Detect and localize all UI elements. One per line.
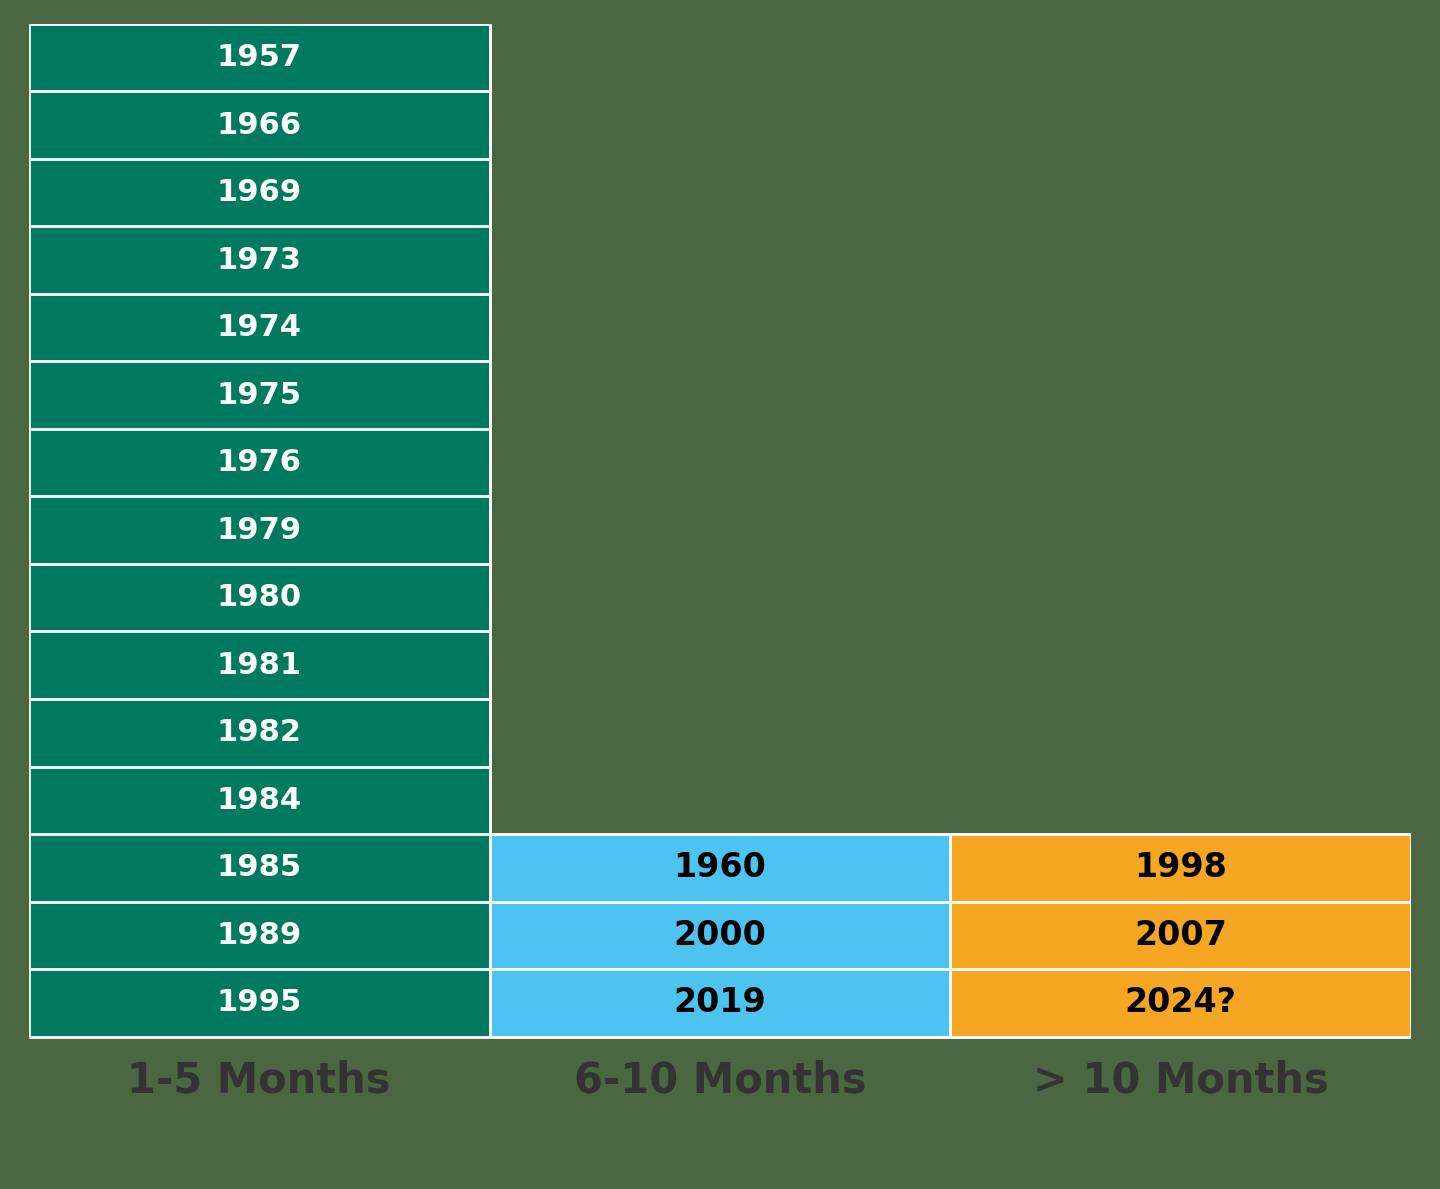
Bar: [29, 429, 490, 497]
Bar: [490, 901, 950, 969]
Bar: [29, 294, 490, 361]
Bar: [490, 969, 950, 1037]
Bar: [490, 833, 950, 901]
Text: 1966: 1966: [216, 111, 302, 139]
Bar: [29, 24, 490, 92]
Text: 1985: 1985: [216, 854, 302, 882]
Bar: [29, 833, 490, 901]
Text: 2000: 2000: [674, 919, 766, 952]
Text: 1982: 1982: [216, 718, 302, 747]
Bar: [29, 767, 490, 833]
Text: 1998: 1998: [1135, 851, 1227, 885]
Bar: [950, 833, 1411, 901]
Bar: [29, 92, 490, 159]
Bar: [950, 969, 1411, 1037]
Text: 1969: 1969: [216, 178, 302, 207]
Text: 2024?: 2024?: [1125, 987, 1237, 1019]
Text: 1960: 1960: [674, 851, 766, 885]
Text: 1957: 1957: [216, 43, 302, 73]
Text: 1980: 1980: [216, 584, 302, 612]
Text: 1975: 1975: [216, 380, 302, 410]
Bar: [29, 901, 490, 969]
Text: 1984: 1984: [216, 786, 302, 814]
Text: 2007: 2007: [1135, 919, 1227, 952]
Bar: [29, 969, 490, 1037]
Bar: [29, 226, 490, 294]
Bar: [29, 159, 490, 226]
Text: 2019: 2019: [674, 987, 766, 1019]
Bar: [29, 564, 490, 631]
Bar: [29, 497, 490, 564]
Bar: [29, 361, 490, 429]
Text: 6-10 Months: 6-10 Months: [573, 1059, 867, 1101]
Text: 1974: 1974: [216, 313, 302, 342]
Bar: [29, 699, 490, 767]
Text: 1989: 1989: [216, 920, 302, 950]
Text: 1979: 1979: [216, 516, 302, 545]
Text: > 10 Months: > 10 Months: [1032, 1059, 1329, 1101]
Bar: [950, 901, 1411, 969]
Text: 1981: 1981: [216, 650, 302, 680]
Text: 1995: 1995: [216, 988, 302, 1018]
Bar: [29, 631, 490, 699]
Text: 1-5 Months: 1-5 Months: [128, 1059, 390, 1101]
Text: 1976: 1976: [216, 448, 302, 477]
Text: 1973: 1973: [217, 246, 301, 275]
